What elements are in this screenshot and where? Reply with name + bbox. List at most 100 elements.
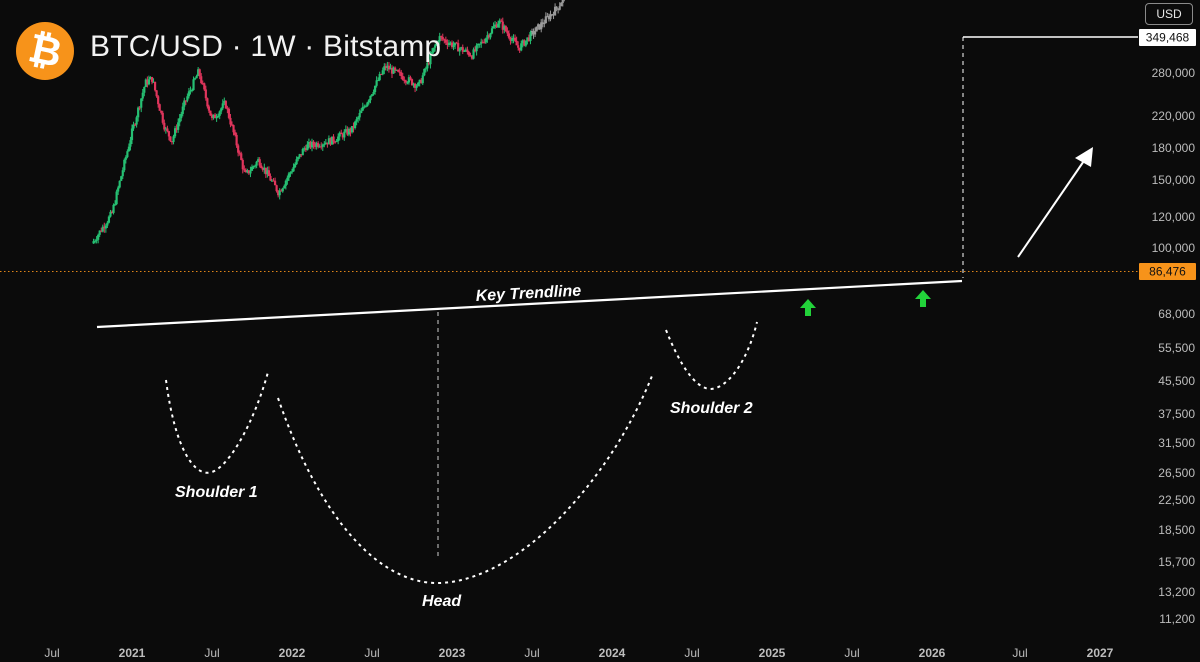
candle-body: [160, 110, 163, 113]
candle-body: [167, 131, 171, 137]
candle-body: [400, 72, 403, 77]
candle-body: [473, 49, 477, 52]
y-tick-label: 31,500: [1158, 436, 1195, 450]
candle-body: [521, 40, 524, 44]
candle-body: [423, 68, 426, 76]
candle-body: [109, 211, 112, 217]
y-tick-label: 100,000: [1152, 241, 1196, 255]
candle-body: [492, 26, 495, 29]
candle-body: [197, 69, 200, 76]
candle-body: [341, 134, 344, 138]
candle-body: [507, 33, 511, 38]
shoulder-1-label: Shoulder 1: [175, 484, 258, 501]
candle-body: [424, 68, 427, 70]
candle-body: [466, 49, 469, 53]
support-arrow-icon-1: [800, 299, 816, 316]
candle-body: [200, 76, 203, 84]
candle-body: [520, 43, 523, 51]
candle-body: [270, 180, 274, 182]
y-axis: 280,000 220,000 180,000 150,000 120,000 100,0…: [1152, 66, 1196, 626]
candle-body: [469, 55, 472, 57]
candle-body: [226, 108, 229, 110]
candle-body: [320, 146, 323, 148]
candle-body: [213, 114, 217, 119]
candle-body: [173, 128, 177, 137]
candle-body: [426, 62, 429, 69]
x-tick-label: 2024: [599, 646, 626, 660]
candle-body: [133, 124, 137, 126]
candle-body: [178, 118, 181, 123]
candle-body: [464, 49, 467, 51]
x-tick-label: Jul: [844, 646, 859, 660]
candle-body: [401, 76, 404, 80]
candle-body: [533, 31, 537, 35]
candle-body: [255, 161, 258, 166]
candle-body: [387, 65, 391, 70]
candle-body: [207, 106, 211, 111]
candle-body: [324, 142, 327, 145]
candle-body: [247, 170, 251, 174]
candle-body: [546, 16, 549, 18]
candle-body: [470, 56, 474, 59]
candle-body: [497, 23, 500, 28]
candle-body: [95, 239, 98, 241]
candle-body: [149, 76, 152, 80]
candle-body: [175, 128, 178, 130]
candle-body: [544, 16, 547, 24]
x-tick-label: 2026: [919, 646, 946, 660]
y-tick-label: 120,000: [1152, 210, 1196, 224]
candle-body: [395, 69, 398, 71]
candle-body: [303, 148, 306, 150]
candle-body: [349, 128, 352, 133]
candle-body: [475, 45, 478, 52]
candle-body: [353, 121, 357, 129]
candle-body: [152, 81, 155, 83]
currency-unit-button[interactable]: USD: [1145, 3, 1193, 25]
candle-body: [327, 138, 331, 145]
y-tick-label: 11,200: [1159, 612, 1195, 626]
candle-body: [440, 36, 443, 38]
candle-body: [150, 76, 154, 82]
current-price-badge: [1139, 263, 1196, 280]
candle-body: [98, 230, 101, 235]
candle-body: [181, 106, 184, 114]
candle-body: [157, 96, 160, 105]
candle-body: [117, 187, 120, 192]
projection-arrow-head-icon: [1075, 147, 1093, 167]
y-tick-label: 220,000: [1152, 109, 1196, 123]
candle-body: [512, 37, 515, 40]
candle-body: [113, 204, 117, 206]
candle-body: [372, 92, 375, 95]
candle-body: [410, 79, 414, 86]
candle-body: [275, 185, 278, 192]
candle-body: [138, 107, 141, 109]
candle-body: [443, 39, 446, 41]
candle-body: [315, 143, 318, 147]
candle-body: [404, 80, 407, 83]
candle-body: [237, 145, 240, 153]
candle-body: [441, 37, 444, 40]
candle-body: [293, 164, 297, 168]
candle-body: [93, 240, 97, 242]
candle-body: [453, 42, 457, 46]
candle-body: [306, 144, 309, 151]
candle-body: [97, 234, 100, 240]
y-tick-label: 150,000: [1152, 173, 1196, 187]
candle-body: [183, 100, 186, 107]
candle-body: [321, 144, 324, 147]
candle-body: [446, 42, 449, 46]
candle-body: [209, 110, 212, 116]
candle-body: [481, 41, 484, 43]
candle-body: [235, 134, 238, 146]
candle-body: [409, 77, 412, 80]
candle-body: [487, 35, 491, 38]
candle-body: [484, 38, 487, 43]
candle-body: [153, 81, 157, 91]
y-tick-label: 180,000: [1152, 141, 1196, 155]
candle-body: [330, 136, 334, 145]
candle-body: [381, 70, 384, 75]
candle-body: [452, 45, 455, 47]
x-tick-label: Jul: [44, 646, 59, 660]
bitcoin-icon: ₿: [16, 22, 74, 80]
